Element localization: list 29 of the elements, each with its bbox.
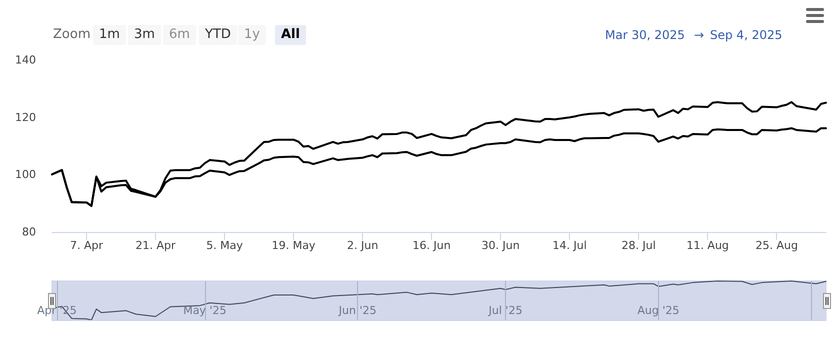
text: Zoom	[53, 26, 90, 44]
x-tick-label: 30. Jun	[482, 239, 520, 252]
y-tick-label: 100	[15, 168, 36, 182]
y-tick-label: 80	[22, 226, 36, 238]
text: All	[275, 25, 306, 45]
y-tick-label: 140	[15, 54, 36, 66]
x-tick-label: 14. Jul	[552, 239, 587, 252]
text: 1m	[93, 25, 126, 45]
x-tick-label: 11. Aug	[686, 239, 729, 252]
text: →	[694, 27, 704, 44]
text: Sep 4, 2025	[710, 27, 782, 44]
text: 6m	[163, 25, 196, 45]
x-tick-label: 25. Aug	[755, 239, 798, 252]
x-tick-label: Jun '25	[338, 304, 377, 317]
x-tick-label: Jul '25	[488, 304, 522, 317]
x-tick-label: 28. Jul	[622, 239, 656, 252]
x-tick-label: 19. May	[272, 239, 316, 252]
text: Mar 30, 2025	[605, 27, 685, 44]
x-tick-label: Aug '25	[637, 304, 680, 317]
x-tick-label: 7. Apr	[70, 239, 104, 252]
x-tick-label: 21. Apr	[136, 239, 176, 252]
x-tick-label: May '25	[183, 304, 226, 317]
x-tick-label: 2. Jun	[346, 239, 378, 252]
x-tick-label: 5. May	[206, 239, 244, 252]
y-tick-label: 120	[15, 110, 36, 124]
x-tick-label: 16. Jun	[412, 239, 451, 252]
text: 3m	[128, 25, 161, 45]
text: 1y	[238, 25, 266, 45]
text: YTD	[199, 25, 237, 45]
